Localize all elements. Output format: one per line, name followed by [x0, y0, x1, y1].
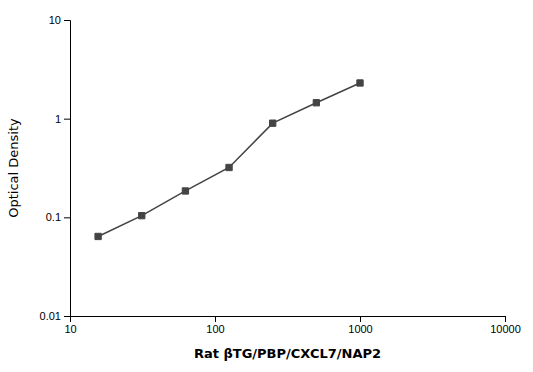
tick-mark	[505, 316, 506, 322]
tick: 10	[49, 14, 70, 26]
tick-label: 0.1	[46, 211, 61, 223]
y-axis-title: Optical Density	[6, 118, 21, 218]
x-axis-line	[71, 317, 506, 323]
y-axis: 0.01 0.1 1 10	[40, 14, 71, 322]
point	[357, 80, 363, 86]
series	[95, 80, 363, 240]
tick-label: 0.01	[40, 310, 61, 322]
tick-mark	[360, 316, 361, 322]
point	[270, 120, 276, 126]
point	[139, 212, 145, 218]
tick: 1	[55, 113, 70, 125]
tick-label: 100	[206, 323, 224, 335]
tick-mark	[64, 316, 70, 317]
tick: 10	[64, 316, 76, 335]
tick-label: 10000	[490, 323, 521, 335]
tick-mark	[64, 119, 70, 120]
plot: 10 100 1000 10000 0.01 0.1 1 10 Rat βTG/PBP/CXCL…	[6, 14, 521, 361]
y-axis-line	[64, 21, 71, 317]
point	[182, 188, 188, 194]
tick-mark	[64, 20, 70, 21]
point	[95, 233, 101, 239]
tick-label: 1000	[348, 323, 372, 335]
x-axis-title: Rat βTG/PBP/CXCL7/NAP2	[194, 346, 381, 361]
tick-label: 10	[49, 14, 61, 26]
tick: 0.1	[46, 211, 70, 223]
tick: 100	[206, 316, 224, 335]
chart: 10 100 1000 10000 0.01 0.1 1 10 Rat βTG/PBP/CXCL…	[0, 0, 533, 372]
line	[98, 83, 360, 236]
point	[313, 100, 319, 106]
tick-label: 10	[64, 323, 76, 335]
tick-label: 1	[55, 113, 61, 125]
x-axis: 10 100 1000 10000	[64, 316, 520, 335]
point	[226, 164, 232, 170]
tick: 1000	[348, 316, 372, 335]
tick: 0.01	[40, 310, 70, 322]
tick-mark	[64, 217, 70, 218]
tick-mark	[215, 316, 216, 322]
tick: 10000	[490, 316, 521, 335]
